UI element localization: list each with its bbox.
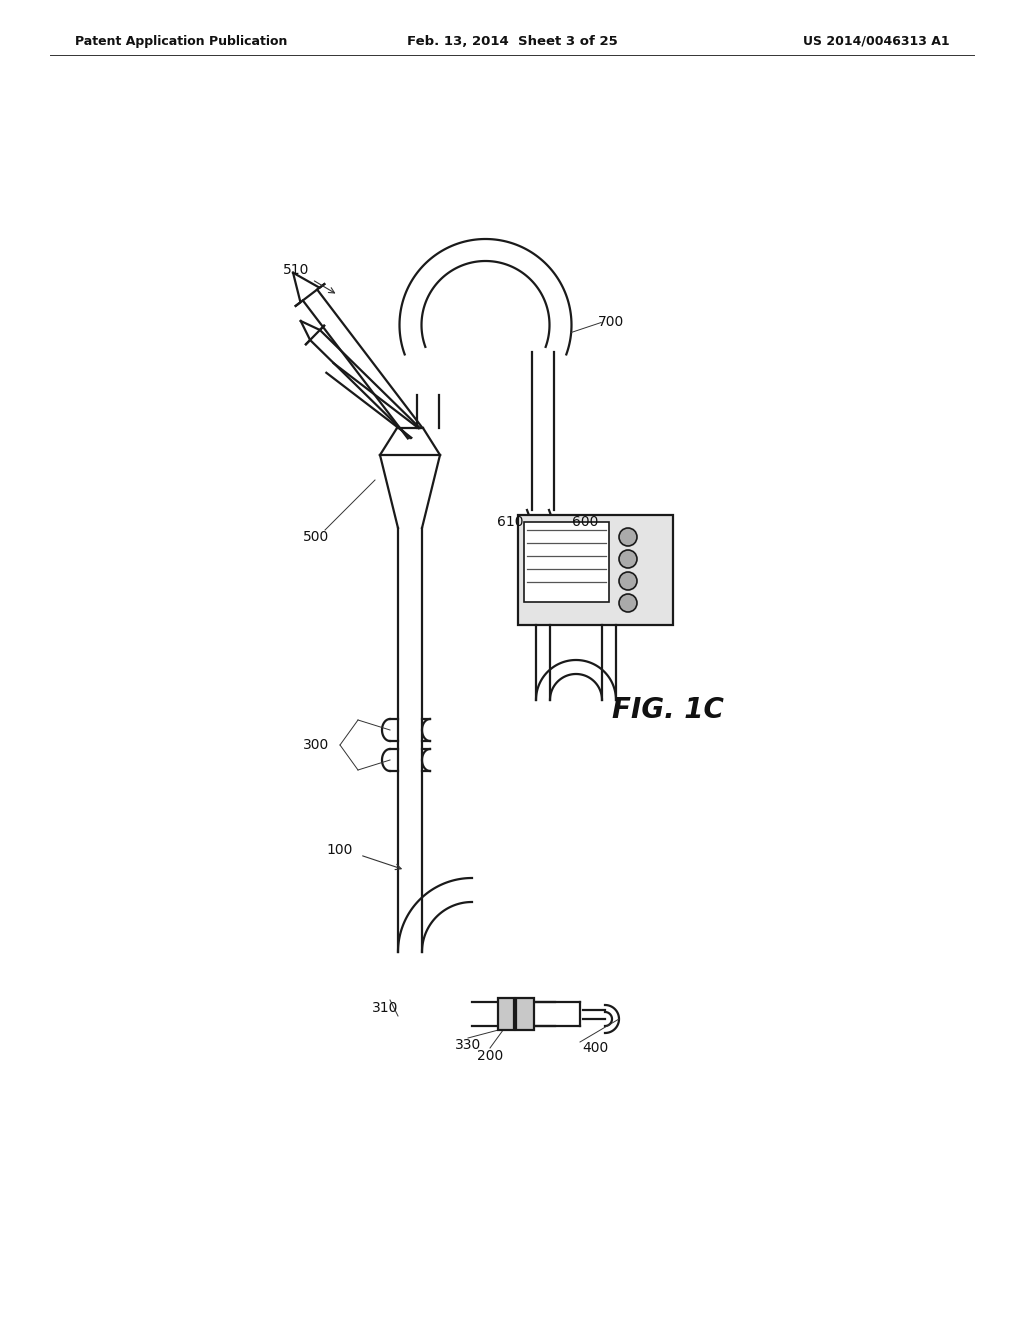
Text: FIG. 1C: FIG. 1C: [612, 696, 724, 723]
Text: 310: 310: [372, 1001, 398, 1015]
Bar: [518, 515, 673, 624]
Text: 200: 200: [477, 1049, 503, 1063]
Bar: [524, 521, 609, 602]
Bar: [516, 998, 534, 1030]
Text: 300: 300: [303, 738, 329, 752]
Text: 610: 610: [498, 515, 524, 529]
Text: Patent Application Publication: Patent Application Publication: [75, 36, 288, 48]
Circle shape: [618, 528, 637, 546]
Text: 500: 500: [303, 531, 329, 544]
Circle shape: [618, 572, 637, 590]
Circle shape: [618, 594, 637, 612]
Text: 330: 330: [455, 1038, 481, 1052]
Text: 100: 100: [327, 843, 353, 857]
Text: 700: 700: [598, 315, 625, 330]
Text: US 2014/0046313 A1: US 2014/0046313 A1: [804, 36, 950, 48]
Bar: [498, 998, 514, 1030]
Text: 510: 510: [283, 263, 335, 293]
Circle shape: [618, 550, 637, 568]
Text: 400: 400: [582, 1041, 608, 1055]
Text: 600: 600: [572, 515, 598, 529]
Text: Feb. 13, 2014  Sheet 3 of 25: Feb. 13, 2014 Sheet 3 of 25: [407, 36, 617, 48]
